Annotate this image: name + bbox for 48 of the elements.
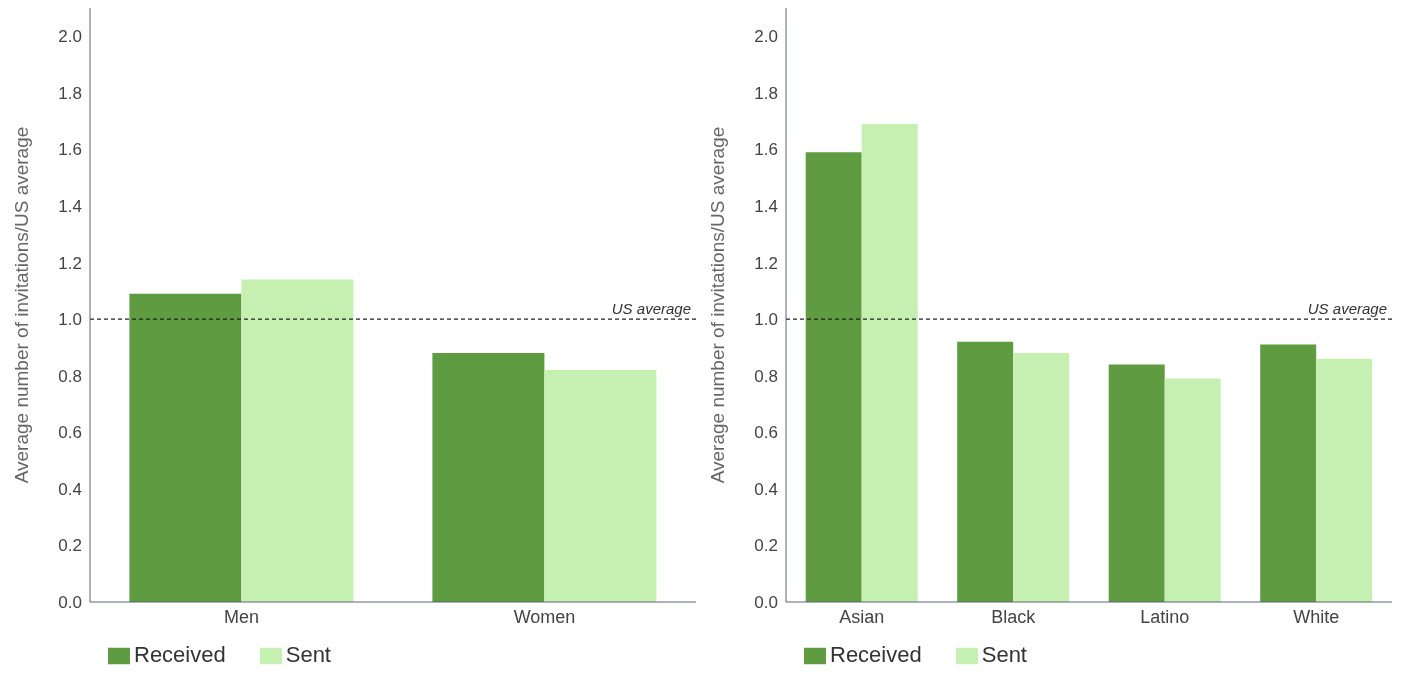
legend-label: Received [134,642,226,667]
y-tick-label: 0.4 [58,479,82,499]
y-tick-label: 0.6 [754,423,778,443]
y-tick-label: 1.2 [58,253,82,273]
bar [957,341,1014,602]
x-tick-label: Black [991,606,1037,627]
y-tick-label: 1.2 [754,253,778,273]
y-tick-label: 0.4 [754,479,778,499]
y-axis-title: Average number of invitations/US average [706,126,728,484]
bar [1164,378,1221,602]
x-tick-label: Men [223,606,260,627]
y-tick-label: 0.2 [58,536,82,556]
ref-line-label: US average [1307,300,1387,318]
bar [432,353,545,602]
y-tick-label: 1.6 [754,140,778,160]
y-tick-label: 0.8 [754,366,778,386]
bar [861,123,918,602]
bar [129,293,242,602]
legend-label: Sent [285,642,331,667]
y-tick-label: 1.6 [58,140,82,160]
y-tick-label: 1.4 [754,197,778,217]
bar [805,152,862,602]
bar [544,370,657,602]
y-tick-label: 1.8 [754,83,778,103]
legend-label: Received [830,642,922,667]
y-axis-title: Average number of invitations/US average [10,126,32,484]
x-tick-label: White [1293,606,1340,627]
y-tick-label: 0.0 [754,593,778,613]
y-tick-label: 2.0 [58,27,82,47]
bar [1260,344,1317,602]
y-tick-label: 0.0 [58,593,82,613]
y-tick-label: 1.0 [754,310,778,330]
bar [1013,353,1070,602]
y-tick-label: 0.2 [754,536,778,556]
y-tick-label: 0.8 [58,366,82,386]
bar [1108,364,1165,602]
x-tick-label: Women [513,606,576,627]
bar [241,279,354,602]
y-tick-label: 1.0 [58,310,82,330]
bar [1316,358,1373,602]
y-tick-label: 2.0 [754,27,778,47]
y-tick-label: 0.6 [58,423,82,443]
y-tick-label: 1.8 [58,83,82,103]
x-tick-label: Latino [1140,606,1190,627]
legend-label: Sent [981,642,1027,667]
ref-line-label: US average [611,300,691,318]
x-tick-label: Asian [839,606,885,627]
y-tick-label: 1.4 [58,197,82,217]
